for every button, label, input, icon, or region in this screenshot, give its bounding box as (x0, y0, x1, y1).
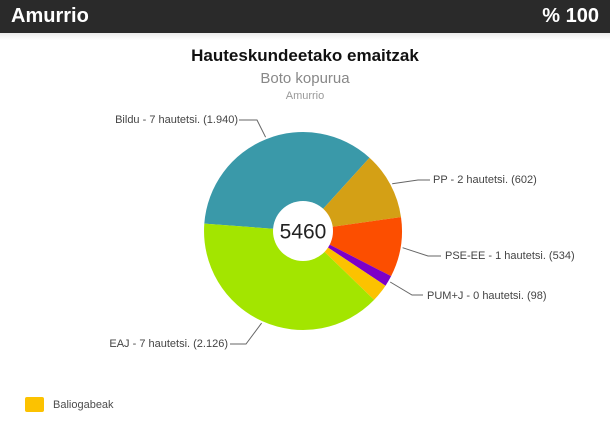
leader-line-pum-j (389, 281, 423, 296)
slice-label-pse-ee: PSE-EE - 1 hautetsi. (534) (445, 250, 575, 262)
header-shadow (0, 33, 610, 40)
header-title: Amurrio (11, 5, 89, 27)
slice-label-pp: PP - 2 hautetsi. (602) (433, 174, 537, 186)
slice-label-pum-j: PUM+J - 0 hautetsi. (98) (427, 290, 547, 302)
header-bar: Amurrio % 100 (0, 0, 610, 33)
chart-title: Hauteskundeetako emaitzak (191, 46, 419, 65)
slice-label-bildu: Bildu - 7 hautetsi. (1.940) (115, 114, 238, 126)
legend-item-baliogabeak[interactable]: Baliogabeak (25, 397, 114, 412)
header-percent-counted: % 100 (542, 5, 599, 27)
pie-slice-eaj[interactable] (204, 223, 375, 330)
pie-slice-bildu[interactable] (204, 132, 370, 231)
pie-slices (204, 132, 402, 330)
leader-line-bildu (239, 119, 267, 138)
chart-subtitle: Boto kopurua (260, 70, 350, 87)
legend-label: Baliogabeak (53, 398, 114, 411)
legend-color-swatch (25, 397, 44, 412)
chart-location: Amurrio (285, 90, 325, 102)
leader-line-eaj (230, 322, 263, 345)
leader-line-pse-ee (402, 247, 441, 257)
leader-line-pp (392, 179, 430, 185)
slice-label-eaj: EAJ - 7 hautetsi. (2.126) (109, 338, 228, 350)
